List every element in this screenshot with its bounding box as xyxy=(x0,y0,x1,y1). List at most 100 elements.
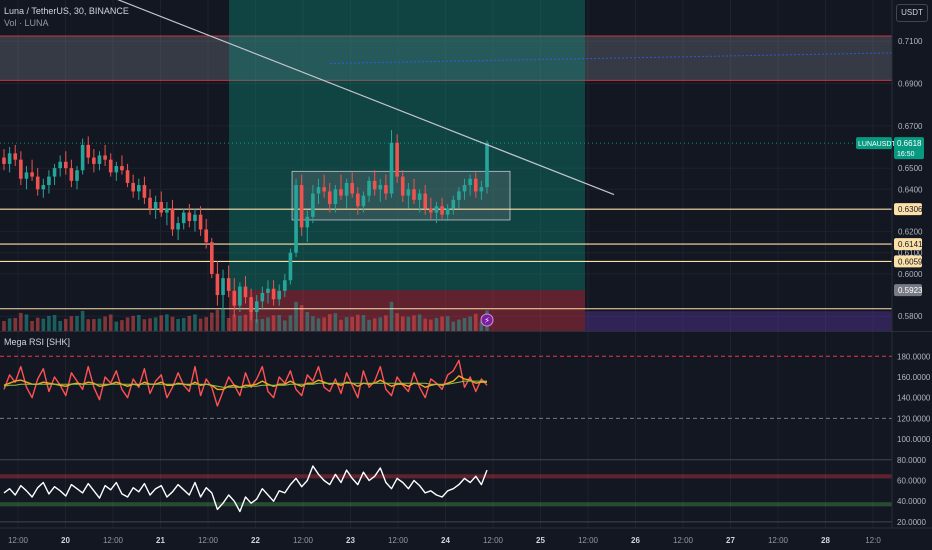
candle-body xyxy=(266,288,270,293)
volume-bar xyxy=(92,318,96,331)
rsi-series-ma2 xyxy=(3,380,487,388)
volume-bar xyxy=(120,320,124,331)
volume-bar xyxy=(400,316,405,331)
candle-body xyxy=(232,290,237,306)
candle-body xyxy=(350,182,355,194)
volume-bar xyxy=(52,315,57,331)
symbol-tag-label: LUNAUSDT xyxy=(858,141,896,148)
time-tick-label: 20 xyxy=(61,536,70,545)
candle-body xyxy=(367,180,371,196)
rsi-tick-label: 40.0000 xyxy=(897,497,926,506)
volume-bar xyxy=(361,315,366,331)
volume-bar xyxy=(69,316,74,331)
pane-separator[interactable] xyxy=(0,331,932,332)
volume-bar xyxy=(47,315,51,331)
dotted-guide xyxy=(329,52,893,64)
candle-body xyxy=(170,208,175,230)
rsi-tick-label: 120.0000 xyxy=(897,414,931,423)
candle-body xyxy=(288,252,293,281)
volume-bar xyxy=(80,310,85,331)
candle-body xyxy=(181,212,186,224)
volume-bar xyxy=(41,318,46,331)
volume-bar xyxy=(395,313,399,331)
symbol-title[interactable]: Luna / TetherUS, 30, BINANCE xyxy=(4,6,129,16)
candle-body xyxy=(299,185,304,228)
candle-body xyxy=(311,193,315,217)
candle-body xyxy=(361,195,366,207)
candle-body xyxy=(75,170,79,181)
volume-bar xyxy=(97,318,102,331)
price-tick-label: 0.6400 xyxy=(898,185,923,194)
volume-bar xyxy=(327,314,332,331)
volume-bar xyxy=(440,316,444,331)
volume-bar xyxy=(226,318,231,331)
volume-bar xyxy=(148,318,152,331)
rsi-tick-label: 80.0000 xyxy=(897,456,926,465)
volume-label[interactable]: Vol · LUNA xyxy=(4,18,49,28)
marker-price-label: 0.5923 xyxy=(898,286,923,295)
volume-bar xyxy=(445,316,450,331)
volume-bar xyxy=(406,316,411,331)
volume-bar xyxy=(378,317,383,331)
time-tick-label: 12:00 xyxy=(673,536,694,545)
trendline[interactable]: ⚡ xyxy=(100,0,615,327)
volume-bar xyxy=(86,319,91,331)
candle-body xyxy=(204,229,208,243)
volume-bar xyxy=(356,314,360,331)
candlesticks xyxy=(2,130,489,323)
volume-bar xyxy=(417,314,422,331)
candle-body xyxy=(283,280,287,291)
volume-bar xyxy=(350,316,355,331)
candle-body xyxy=(440,206,444,215)
volume-bar xyxy=(333,313,338,331)
trendline-line xyxy=(117,0,615,196)
candle-body xyxy=(80,144,85,171)
extra-zone xyxy=(585,311,892,331)
volume-bar xyxy=(271,315,276,331)
volume-bar xyxy=(457,319,461,331)
grid xyxy=(0,0,892,528)
rsi-pane xyxy=(0,355,892,523)
candle-body xyxy=(215,273,220,296)
volume-bar xyxy=(322,317,326,331)
candle-body xyxy=(131,182,135,192)
volume-bar xyxy=(153,317,158,331)
marker-price-tag xyxy=(894,284,922,297)
candle-body xyxy=(344,182,349,196)
rsi-tick-label: 100.0000 xyxy=(897,435,931,444)
volume-bar xyxy=(283,320,287,331)
candle-body xyxy=(41,185,46,190)
candle-body xyxy=(35,176,40,190)
volume-bar xyxy=(429,319,433,331)
candle-body xyxy=(412,189,416,200)
candle-body xyxy=(395,142,399,177)
time-tick-label: 21 xyxy=(156,536,165,545)
price-axis-background xyxy=(892,0,932,550)
candle-body xyxy=(103,155,107,160)
candle-body xyxy=(165,208,169,213)
time-tick-label: 12:00 xyxy=(293,536,314,545)
candle-body xyxy=(226,278,231,291)
volume-bar xyxy=(30,321,34,331)
candle-body xyxy=(19,159,23,179)
volume-bar xyxy=(451,321,456,331)
price-tick-label: 0.7100 xyxy=(898,37,923,46)
candle-body xyxy=(417,193,422,200)
time-tick-label: 22 xyxy=(251,536,260,545)
volume-bar xyxy=(198,318,203,331)
candle-body xyxy=(7,153,12,164)
rsi-title[interactable]: Mega RSI [SHK] xyxy=(4,337,71,347)
time-tick-label: 12:00 xyxy=(388,536,409,545)
candle-body xyxy=(316,187,321,194)
rsi-tick-label: 160.0000 xyxy=(897,373,931,382)
candle-body xyxy=(63,161,68,169)
candle-body xyxy=(2,157,6,164)
volume-bar xyxy=(232,314,237,331)
time-tick-label: 12:00 xyxy=(198,536,219,545)
volume-bar xyxy=(215,309,220,331)
volume-bar xyxy=(187,315,192,331)
currency-button[interactable]: USDT xyxy=(896,4,928,22)
candle-body xyxy=(249,297,253,312)
